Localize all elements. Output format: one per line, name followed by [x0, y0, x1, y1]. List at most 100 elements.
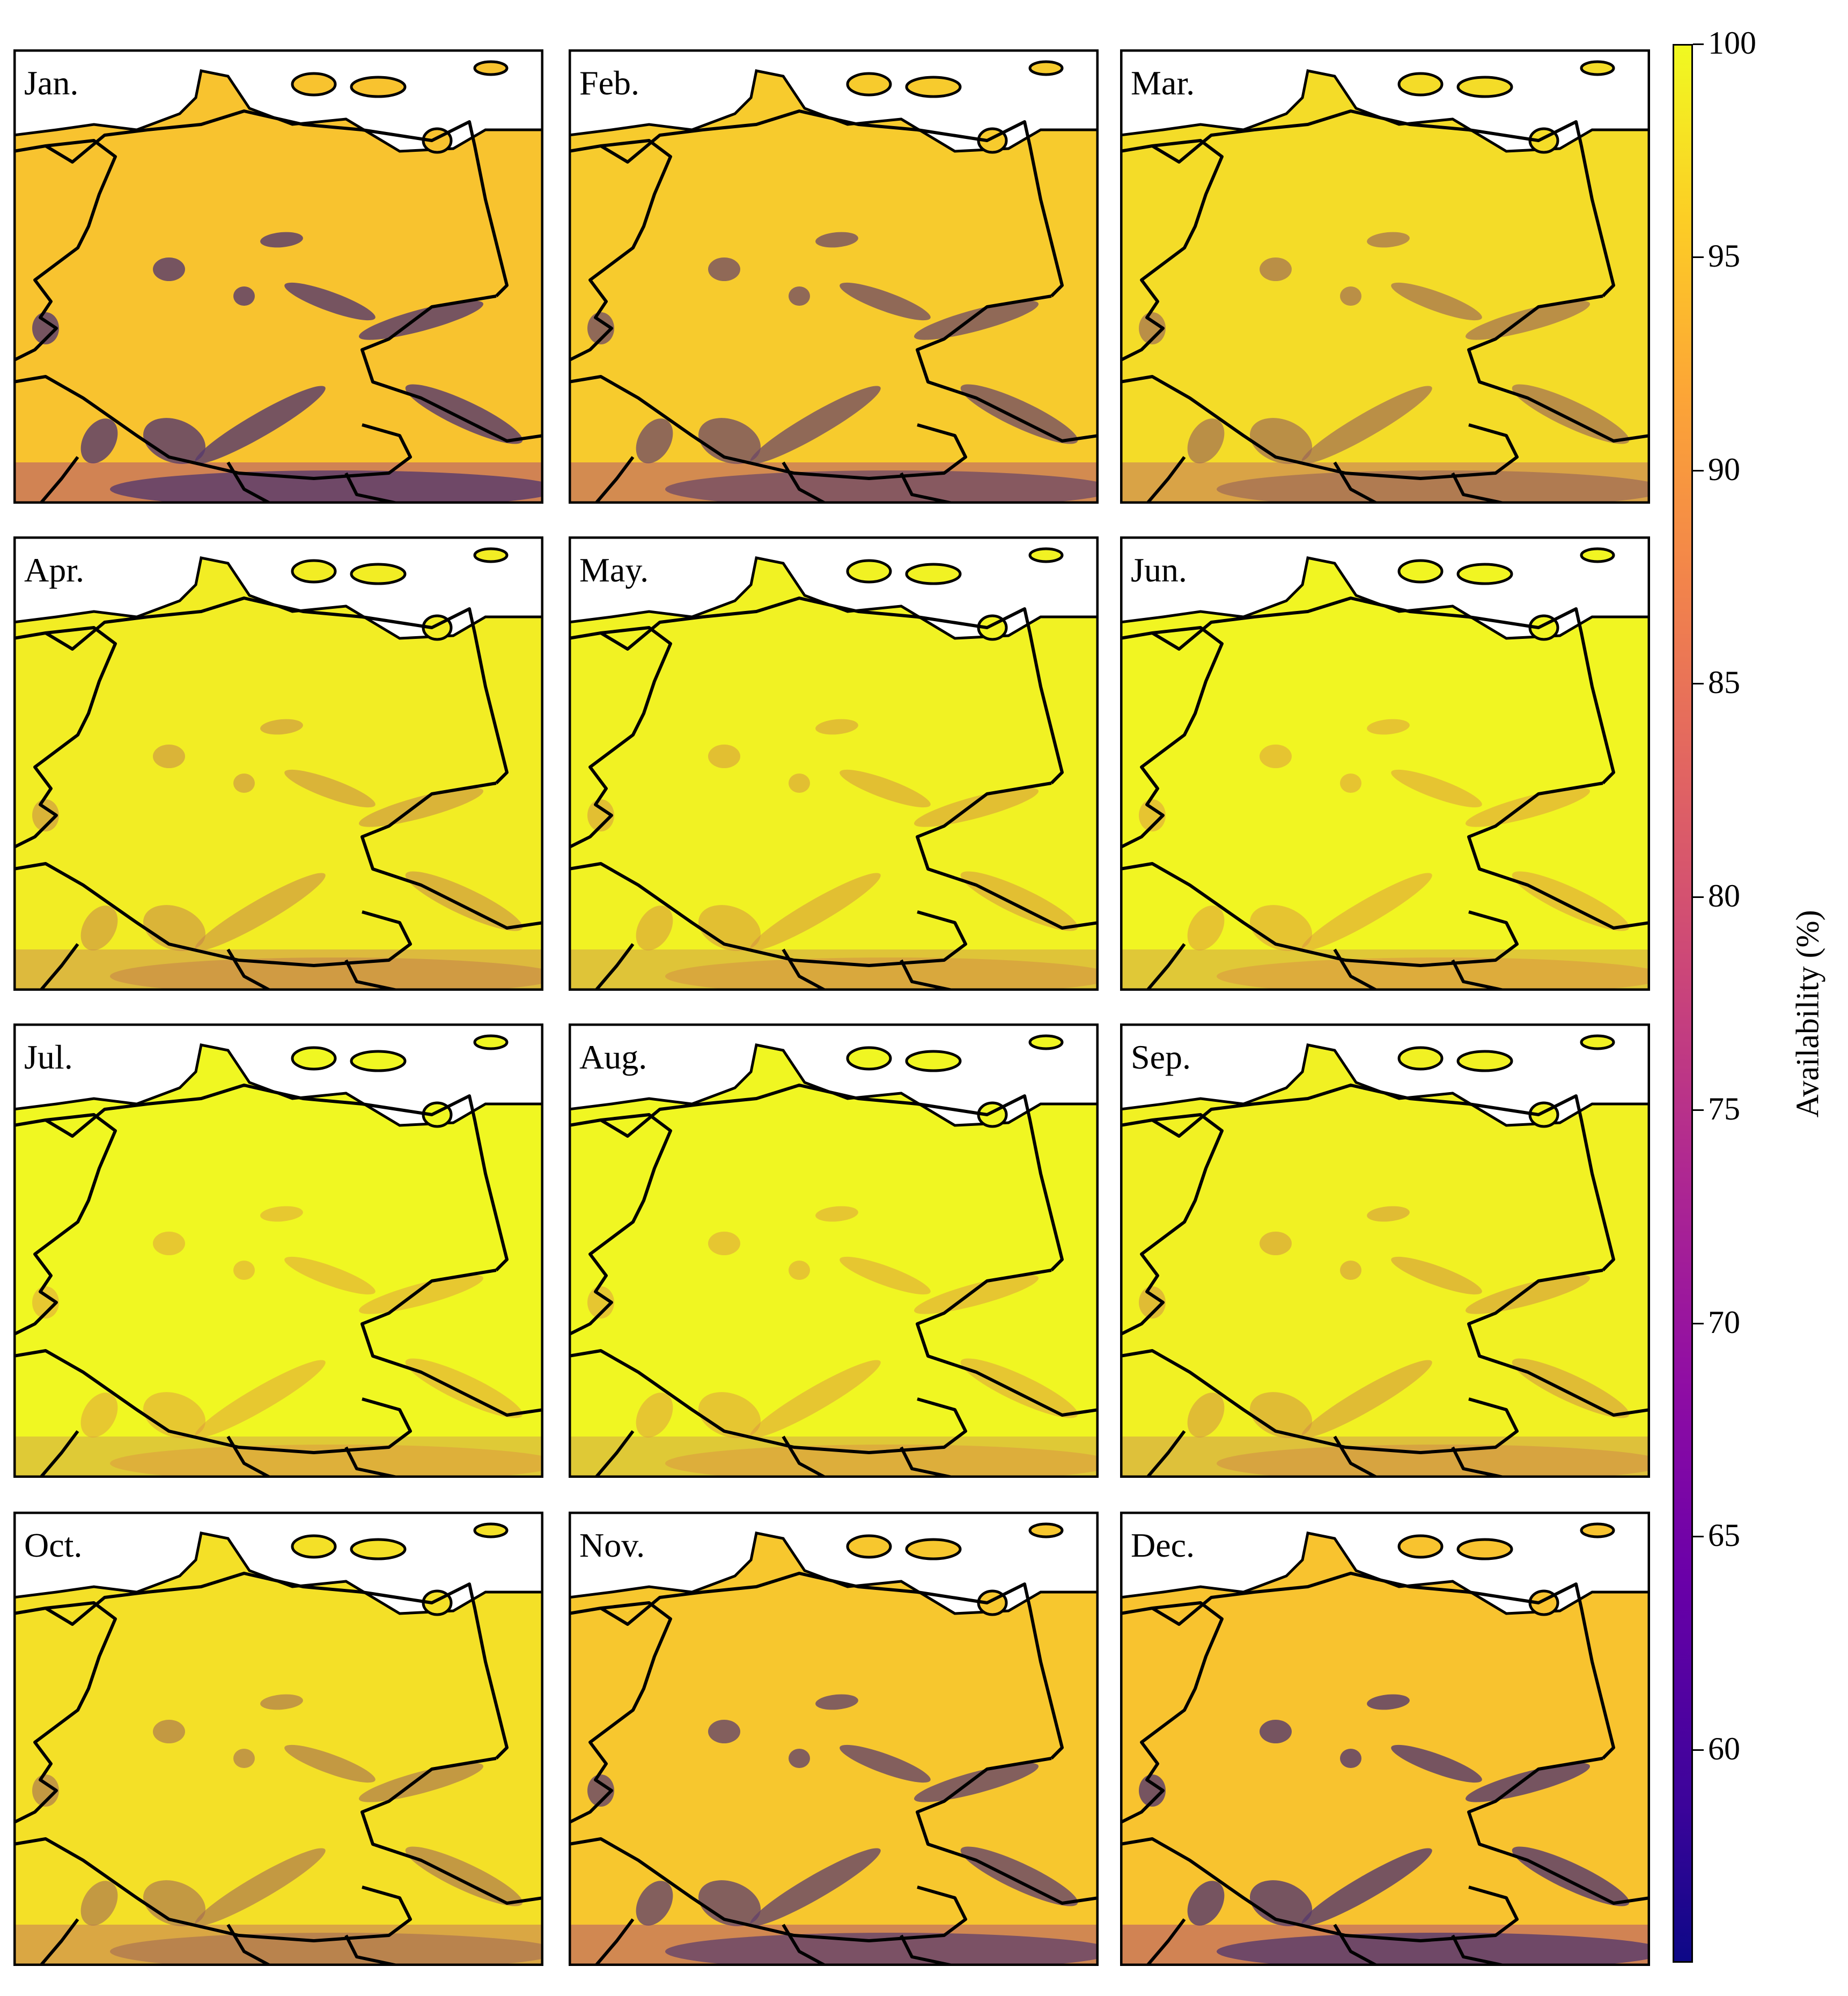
map-svg [569, 1023, 1099, 1478]
low-availability-region [1217, 1933, 1650, 1966]
low-availability-region [1391, 769, 1482, 808]
country-border [13, 1084, 509, 1272]
low-availability-region [789, 1261, 810, 1280]
island [1028, 1034, 1064, 1050]
colorbar-label: Availability (%) [1790, 910, 1825, 1118]
panel-frame [569, 536, 1099, 991]
low-availability-region [195, 386, 326, 464]
colorbar-tick-label: 70 [1708, 1304, 1740, 1340]
panel-frame [1120, 1023, 1650, 1478]
map-svg [1120, 1512, 1650, 1966]
low-availability-region [1260, 1720, 1292, 1743]
island [1028, 547, 1064, 563]
panel-frame [569, 1023, 1099, 1478]
island [350, 563, 407, 585]
low-availability-region [233, 1749, 255, 1768]
alpine-band [1120, 949, 1650, 991]
panel-month-label: Oct. [24, 1526, 83, 1564]
country-border [916, 782, 1099, 930]
sea-area [569, 49, 1099, 153]
low-availability-region [195, 1360, 326, 1438]
sea-area [1120, 1023, 1650, 1127]
country-border [1333, 948, 1379, 991]
country-border [1333, 1924, 1379, 1966]
country-border [1120, 1084, 1615, 1272]
low-availability-region [153, 745, 185, 768]
low-availability-region [143, 1880, 206, 1926]
country-border [1451, 1446, 1507, 1478]
low-availability-region [636, 418, 673, 463]
low-availability-region [708, 257, 740, 281]
low-availability-region [587, 1286, 614, 1319]
island [350, 1538, 407, 1560]
country-border [13, 375, 412, 480]
low-availability-region [789, 774, 810, 793]
island [1580, 547, 1615, 563]
low-availability-region [1512, 871, 1630, 931]
map-svg [13, 536, 543, 991]
low-availability-region [233, 1261, 255, 1280]
map-panel-nov: Nov. [569, 1512, 1099, 1966]
low-availability-region [284, 769, 376, 808]
low-availability-region [1367, 232, 1410, 248]
low-availability-region [1465, 787, 1591, 827]
low-availability-region [32, 312, 59, 344]
low-availability-region [750, 873, 881, 951]
low-availability-region [1465, 1275, 1591, 1314]
low-availability-region [1465, 1763, 1591, 1802]
low-availability-region [1249, 418, 1313, 464]
low-availability-region [1249, 905, 1313, 951]
map-svg [13, 49, 543, 504]
island [1580, 1034, 1615, 1050]
colorbar-tick [1693, 683, 1704, 685]
low-availability-region [698, 905, 761, 951]
low-availability-region [284, 282, 376, 321]
low-availability-region [750, 386, 881, 464]
low-availability-region [1249, 1392, 1313, 1438]
low-availability-region [636, 1393, 673, 1438]
country-border [1120, 1572, 1615, 1760]
island [291, 1046, 337, 1071]
sea-area [569, 1023, 1099, 1127]
country-border [13, 1601, 117, 1824]
low-availability-region [153, 257, 185, 281]
country-border [1333, 461, 1379, 504]
panel-month-label: Aug. [579, 1038, 647, 1076]
low-availability-region [815, 1694, 858, 1710]
low-availability-region [1367, 719, 1410, 735]
country-border [1145, 943, 1186, 991]
colorbar-tick-label: 60 [1708, 1730, 1740, 1766]
country-border [569, 1349, 967, 1454]
sea-area [569, 1512, 1099, 1615]
low-availability-region [960, 1846, 1078, 1906]
map-panel-dec: Dec. [1120, 1512, 1650, 1966]
low-availability-region [32, 1286, 59, 1319]
colorbar-tick-label: 65 [1708, 1518, 1740, 1553]
panel-month-label: Jun. [1131, 551, 1187, 589]
country-border [569, 109, 1064, 298]
sea-area [1120, 49, 1650, 153]
low-availability-region [815, 232, 858, 248]
country-border [900, 1934, 955, 1966]
map-svg [13, 1023, 543, 1478]
panel-month-label: Dec. [1131, 1526, 1195, 1564]
low-availability-region [260, 719, 303, 735]
low-availability-region [80, 1881, 118, 1926]
low-availability-region [32, 1774, 59, 1807]
low-availability-region [153, 1232, 185, 1255]
map-svg [569, 536, 1099, 991]
sea-area [13, 536, 543, 640]
country-border [782, 461, 827, 504]
panel-month-label: Mar. [1131, 64, 1195, 102]
panel-month-label: May. [579, 551, 649, 589]
low-availability-region [260, 1206, 303, 1222]
low-availability-region [358, 1275, 484, 1314]
colorbar-tick [1693, 43, 1704, 45]
low-availability-region [1187, 418, 1225, 463]
low-availability-region [1340, 1749, 1361, 1768]
low-availability-region [840, 282, 931, 321]
low-availability-region [1391, 282, 1482, 321]
country-border [39, 1430, 79, 1478]
low-availability-region [233, 774, 255, 793]
low-availability-region [587, 799, 614, 831]
